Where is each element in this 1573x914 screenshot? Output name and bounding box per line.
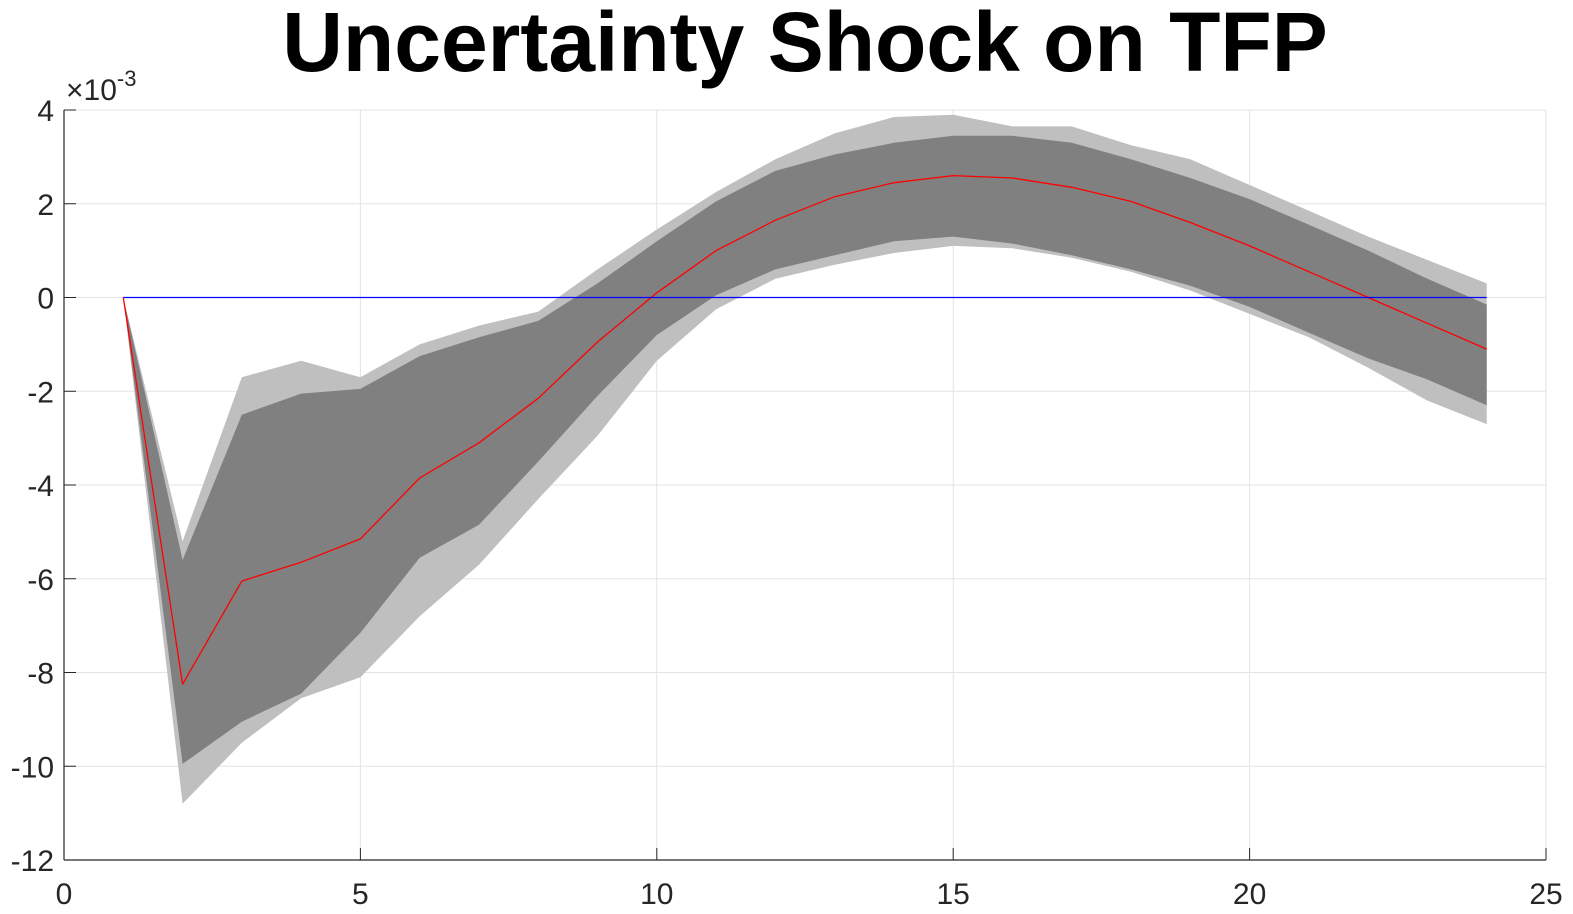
x-tick-label: 5 [352, 878, 369, 911]
y-tick-label: 0 [37, 283, 54, 316]
y-tick-label: -6 [27, 564, 54, 597]
tick-labels: 0 5 10 15 20 25 -12 -10 -8 -6 -4 -2 0 2 4 [11, 95, 1563, 911]
y-tick-label: -2 [27, 376, 54, 409]
confidence-band-1 [123, 135, 1487, 764]
y-tick-label: 2 [37, 189, 54, 222]
x-tick-label: 25 [1529, 878, 1562, 911]
x-tick-label: 15 [937, 878, 970, 911]
x-tick-label: 10 [640, 878, 673, 911]
y-tick-label: -12 [11, 845, 54, 878]
y-tick-label: -8 [27, 658, 54, 691]
x-tick-label: 20 [1233, 878, 1266, 911]
y-exponent-label: ×10-3 [66, 66, 136, 107]
y-tick-label: 4 [37, 95, 54, 128]
axes [63, 109, 1547, 861]
chart-title: Uncertainty Shock on TFP [282, 0, 1328, 89]
confidence-bands [123, 114, 1487, 804]
y-tick-label: -10 [11, 751, 54, 784]
y-tick-label: -4 [27, 470, 54, 503]
series-line-2 [122, 174, 1487, 685]
series-lines [122, 174, 1487, 685]
x-tick-label: 0 [56, 878, 73, 911]
